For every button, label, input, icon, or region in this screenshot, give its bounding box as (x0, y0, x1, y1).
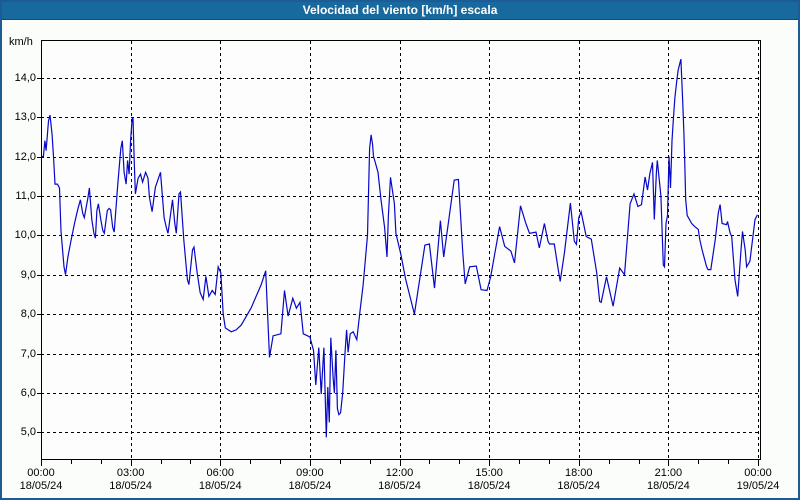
x-tick-time: 06:00 (206, 467, 235, 479)
x-tick-time: 21:00 (654, 467, 683, 479)
y-tick-label: 8,0 (20, 308, 36, 321)
x-tick-label: 09:00 18/05/24 (278, 467, 342, 493)
x-tick-date: 19/05/24 (736, 480, 780, 492)
x-tick-date: 18/05/24 (378, 480, 421, 492)
x-tick-date: 18/05/24 (557, 480, 601, 492)
x-tick-label: 06:00 18/05/24 (188, 467, 252, 493)
x-tick-label: 03:00 18/05/24 (99, 467, 163, 493)
y-tick-label: 10,0 (14, 229, 36, 242)
x-tick-label: 21:00 18/05/24 (636, 467, 700, 493)
y-tick-label: 6,0 (20, 386, 36, 399)
x-tick-date: 18/05/24 (646, 480, 690, 492)
wind-speed-line (41, 59, 758, 438)
x-tick-date: 18/05/24 (198, 480, 242, 492)
y-tick-label: 13,0 (14, 111, 36, 124)
y-tick-label: 5,0 (20, 426, 36, 439)
page-title: Velocidad del viento [km/h] escala (302, 3, 498, 17)
x-tick-time: 09:00 (296, 467, 324, 479)
y-tick-label: 14,0 (14, 71, 36, 84)
y-tick-label: 11,0 (15, 189, 36, 202)
x-tick-date: 18/05/24 (467, 480, 511, 492)
x-tick-date: 18/05/24 (109, 480, 153, 492)
x-tick-time: 18:00 (564, 467, 593, 479)
x-tick-label: 00:00 18/05/24 (9, 467, 73, 493)
y-tick-label: 12,0 (14, 150, 36, 163)
y-tick-label: 7,0 (20, 347, 36, 360)
y-axis-unit-label: km/h (9, 36, 33, 48)
x-tick-label: 12:00 18/05/24 (368, 467, 432, 493)
x-tick-time: 15:00 (475, 467, 503, 479)
x-tick-date: 18/05/24 (19, 480, 63, 492)
x-tick-label: 15:00 18/05/24 (457, 467, 521, 493)
title-bar: Velocidad del viento [km/h] escala (2, 2, 798, 20)
x-tick-time: 03:00 (116, 467, 145, 479)
x-tick-date: 18/05/24 (288, 480, 332, 492)
x-tick-label: 00:00 19/05/24 (726, 467, 790, 493)
y-tick-label: 9,0 (20, 268, 36, 281)
x-tick-time: 00:00 (27, 467, 55, 479)
x-tick-label: 18:00 18/05/24 (547, 467, 611, 493)
x-tick-time: 00:00 (744, 467, 772, 479)
x-tick-time: 12:00 (385, 467, 414, 479)
